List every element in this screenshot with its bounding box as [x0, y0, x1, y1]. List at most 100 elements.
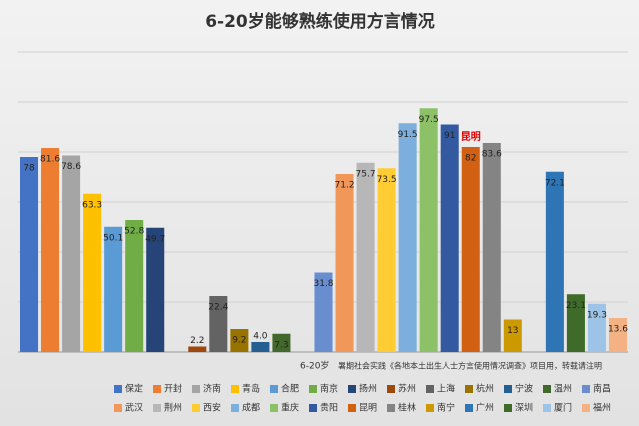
data-label: 73.5: [377, 175, 397, 185]
legend-swatch: [309, 385, 317, 393]
source-note: 暑期社会实践《各地本土出生人士方言使用情况调查》项目用，转载请注明: [338, 361, 602, 371]
legend-label: 厦门: [554, 402, 572, 414]
legend-swatch: [192, 404, 200, 412]
data-label: 13.6: [608, 325, 628, 335]
bar: [272, 333, 291, 352]
legend-label: 西安: [203, 402, 221, 414]
legend-label: 温州: [554, 384, 572, 395]
legend-swatch: [543, 404, 551, 412]
legend-swatch: [582, 404, 590, 412]
data-label: 82: [465, 154, 476, 164]
legend-swatch: [543, 385, 551, 393]
legend-label: 开封: [164, 383, 182, 395]
legend-swatch: [348, 404, 356, 412]
legend-swatch: [114, 404, 122, 412]
bar: [62, 155, 81, 352]
bar: [566, 294, 585, 352]
bar: [503, 319, 522, 352]
data-label: 78: [23, 164, 35, 174]
legend-swatch: [153, 385, 161, 393]
data-label: 81.6: [40, 155, 60, 165]
legend-label: 扬州: [359, 383, 377, 395]
data-label: 63.3: [82, 200, 102, 210]
legend-swatch: [582, 385, 590, 393]
legend-label: 深圳: [515, 403, 533, 414]
bar: [209, 296, 228, 352]
legend-label: 杭州: [476, 383, 494, 395]
data-label: 75.7: [356, 169, 376, 179]
legend-label: 成都: [242, 402, 260, 414]
legend-swatch: [387, 385, 395, 393]
bar: [608, 318, 627, 352]
legend-swatch: [504, 385, 512, 393]
legend-label: 南京: [320, 383, 338, 395]
legend-swatch: [387, 404, 395, 412]
bar: [335, 174, 354, 352]
legend-swatch: [426, 404, 434, 412]
legend-swatch: [426, 385, 434, 393]
legend-swatch: [270, 404, 278, 412]
data-label: 91: [444, 131, 455, 141]
legend-swatch: [348, 385, 356, 393]
legend-label: 宁波: [515, 383, 533, 395]
legend-swatch: [231, 385, 239, 393]
bar: [440, 124, 459, 352]
legend-label: 昆明: [359, 403, 377, 414]
legend-label: 广州: [476, 402, 494, 414]
data-label: 23.1: [566, 301, 586, 311]
bar: [83, 193, 102, 352]
legend-label: 福州: [593, 402, 611, 414]
legend-label: 贵阳: [320, 402, 338, 414]
data-label: 91.5: [398, 130, 418, 140]
bar: [461, 147, 480, 352]
data-label: 71.2: [335, 181, 355, 191]
legend-swatch: [465, 404, 473, 412]
legend-label: 青岛: [242, 383, 260, 395]
bar: [398, 123, 417, 352]
bar: [377, 168, 396, 352]
legend-label: 南宁: [437, 402, 455, 414]
bar: [125, 220, 144, 352]
legend-label: 重庆: [281, 402, 299, 414]
bar: [356, 162, 375, 352]
data-label: 83.6: [482, 150, 502, 160]
data-label: 50.1: [103, 233, 123, 243]
bar: [230, 329, 249, 352]
data-label: 13: [507, 326, 518, 336]
legend-label: 桂林: [398, 402, 416, 414]
data-label: 2.2: [190, 336, 204, 346]
legend-swatch: [465, 385, 473, 393]
legend-swatch: [153, 404, 161, 412]
data-label: 52.8: [124, 227, 144, 237]
legend-label: 济南: [203, 383, 221, 395]
bar: [146, 227, 165, 352]
chart-title: 6-20岁能够熟练使用方言情况: [205, 11, 435, 32]
legend-swatch: [309, 404, 317, 412]
data-label: 31.8: [313, 279, 333, 289]
legend-swatch: [504, 404, 512, 412]
legend-label: 武汉: [125, 402, 143, 414]
legend-label: 合肥: [281, 383, 299, 395]
bar: [587, 303, 606, 352]
data-label: 97.5: [419, 115, 439, 125]
bar: [188, 346, 207, 352]
legend-label: 保定: [125, 383, 143, 395]
data-label: 4.0: [253, 332, 268, 342]
bar: [20, 157, 39, 352]
legend-label: 上海: [437, 383, 455, 395]
legend-label: 南昌: [593, 383, 611, 395]
legend-swatch: [114, 385, 122, 393]
bar: [545, 171, 564, 352]
legend-label: 苏州: [398, 383, 416, 395]
x-axis-label: 6-20岁: [300, 360, 329, 372]
data-label: 78.6: [61, 162, 81, 172]
bar: [419, 108, 438, 352]
data-label: 49.7: [145, 234, 165, 244]
legend-label: 荆州: [164, 402, 182, 414]
bar: [482, 143, 501, 352]
bar: [41, 148, 60, 352]
bar: [104, 226, 123, 352]
legend-swatch: [192, 385, 200, 393]
data-label: 22.4: [208, 303, 228, 313]
